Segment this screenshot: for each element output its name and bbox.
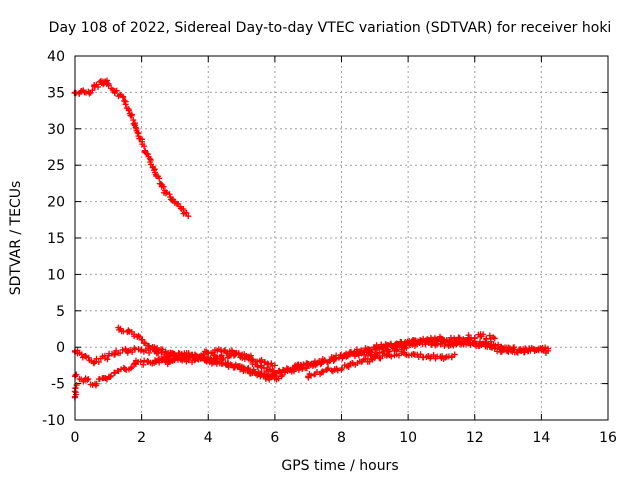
x-tick-label: 6 <box>270 430 279 446</box>
y-tick-label: 25 <box>47 158 65 174</box>
x-tick-label: 0 <box>71 430 80 446</box>
grid <box>75 56 608 420</box>
chart-title: Day 108 of 2022, Sidereal Day-to-day VTE… <box>49 20 612 36</box>
series-track-g <box>305 348 458 381</box>
y-tick-label: -5 <box>51 377 65 393</box>
point-cloud <box>305 348 455 381</box>
y-tick-label: 15 <box>47 231 65 247</box>
x-axis-label: GPS time / hours <box>281 458 398 474</box>
series-track-high <box>71 77 192 220</box>
y-tick-label: -10 <box>42 413 65 429</box>
y-axis-label: SDTVAR / TECUs <box>8 181 24 296</box>
y-tick-label: 5 <box>56 304 65 320</box>
plot-border <box>74 55 609 421</box>
data-layer <box>71 77 552 401</box>
series-track-h <box>351 336 552 360</box>
y-tick-label: 10 <box>47 267 65 283</box>
axes: 0 2 4 6 8 10 12 14 16 -10 -5 0 5 10 15 20 25 30 35 40 <box>42 49 617 446</box>
point-cloud <box>351 336 549 360</box>
point-cloud <box>71 77 190 217</box>
x-tick-label: 4 <box>204 430 213 446</box>
y-tick-label: 20 <box>47 195 65 211</box>
x-tick-label: 10 <box>399 430 417 446</box>
y-tick-label: 0 <box>56 340 65 356</box>
data-point <box>185 213 192 220</box>
x-tick-label: 16 <box>599 430 617 446</box>
x-tick-label: 12 <box>466 430 484 446</box>
y-tick-label: 40 <box>47 49 65 65</box>
x-tick-label: 2 <box>137 430 146 446</box>
x-tick-label: 8 <box>337 430 346 446</box>
y-tick-label: 35 <box>47 85 65 101</box>
y-tick-label: 30 <box>47 122 65 138</box>
x-tick-label: 14 <box>532 430 550 446</box>
